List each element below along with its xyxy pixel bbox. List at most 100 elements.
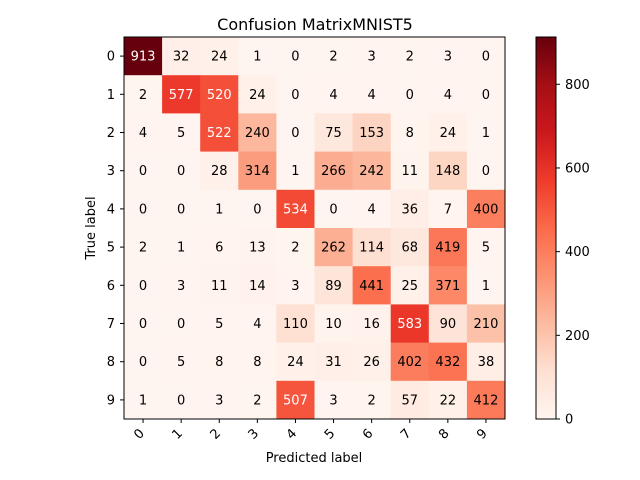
- colorbar: [535, 36, 557, 420]
- heatmap-cell: [124, 380, 163, 420]
- x-tick-label: 7: [398, 426, 414, 442]
- heatmap-cell-label: 371: [435, 279, 460, 294]
- heatmap-cell: [276, 151, 315, 191]
- heatmap-cell: [390, 37, 430, 76]
- heatmap-cell: [390, 304, 430, 344]
- heatmap-cell-label: 114: [359, 241, 384, 256]
- heatmap-cell: [124, 113, 163, 153]
- heatmap-cell: [428, 342, 468, 382]
- heatmap-cell: [428, 266, 468, 305]
- heatmap-cell-label: 2: [139, 88, 147, 103]
- heatmap-cell: [276, 113, 315, 153]
- heatmap-cell: [238, 75, 277, 114]
- heatmap-cell-label: 1: [482, 126, 490, 141]
- heatmap-cell-label: 210: [474, 317, 499, 332]
- heatmap-cell: [466, 37, 506, 76]
- heatmap-cell: [200, 266, 239, 305]
- heatmap-cell-label: 38: [478, 355, 495, 370]
- heatmap-cell-label: 402: [397, 355, 422, 370]
- heatmap-cell: [314, 113, 354, 153]
- y-axis-label: True label: [84, 196, 99, 260]
- heatmap-cell-label: 0: [406, 88, 414, 103]
- heatmap-cell-label: 4: [368, 88, 376, 103]
- heatmap-cell: [276, 266, 315, 305]
- heatmap-cell: [466, 380, 506, 420]
- heatmap-cell-label: 1: [253, 50, 261, 65]
- heatmap-cell-label: 89: [325, 279, 342, 294]
- heatmap-cell: [352, 151, 392, 191]
- heatmap-cell: [162, 228, 201, 267]
- heatmap-cell-label: 1: [177, 241, 185, 256]
- y-tick-label: 2: [107, 126, 115, 141]
- heatmap-cell: [466, 113, 506, 153]
- heatmap-cell: [162, 113, 201, 153]
- heatmap-cell-label: 1: [482, 279, 490, 294]
- y-tick-label: 8: [107, 355, 115, 370]
- heatmap-cell: [124, 189, 163, 229]
- heatmap-cell-label: 262: [321, 241, 346, 256]
- heatmap-cell-label: 110: [283, 317, 308, 332]
- heatmap-cell: [466, 304, 506, 344]
- heatmap-cell-label: 522: [207, 126, 232, 141]
- heatmap-cell-label: 2: [253, 393, 261, 408]
- heatmap-cell-label: 24: [249, 88, 266, 103]
- heatmap-cell: [428, 228, 468, 267]
- heatmap-cell-label: 1: [215, 202, 223, 217]
- heatmap-cell: [352, 342, 392, 382]
- heatmap-cell: [352, 113, 392, 153]
- heatmap-cell-label: 26: [363, 355, 380, 370]
- heatmap-cell-label: 432: [435, 355, 460, 370]
- heatmap-cell: [162, 266, 201, 305]
- heatmap-cell-label: 0: [139, 202, 147, 217]
- x-axis-label: Predicted label: [266, 451, 363, 466]
- heatmap-cell: [162, 380, 201, 420]
- heatmap-cell-label: 0: [177, 164, 185, 179]
- heatmap-cell-label: 7: [444, 202, 452, 217]
- heatmap-cell-label: 1: [139, 393, 147, 408]
- heatmap-cell-label: 5: [177, 355, 185, 370]
- heatmap-cell-label: 412: [474, 393, 499, 408]
- heatmap-cell: [314, 37, 354, 76]
- heatmap-cell: [238, 304, 277, 344]
- x-tick-label: 4: [284, 426, 300, 442]
- heatmap-cell: [238, 228, 277, 267]
- heatmap-cell: [238, 266, 277, 305]
- heatmap-cell-label: 3: [291, 279, 299, 294]
- heatmap-cell-label: 0: [177, 393, 185, 408]
- heatmap-cell-label: 4: [368, 202, 376, 217]
- heatmap-cell-label: 0: [139, 355, 147, 370]
- heatmap-cell-label: 314: [245, 164, 270, 179]
- heatmap-cell-label: 0: [139, 164, 147, 179]
- heatmap-cell: [428, 304, 468, 344]
- heatmap-cell: [276, 380, 315, 420]
- heatmap-cell-label: 2: [406, 50, 414, 65]
- heatmap-cell-label: 24: [211, 50, 228, 65]
- heatmap-cell-label: 242: [359, 164, 384, 179]
- heatmap-cell: [162, 342, 201, 382]
- x-tick-label: 1: [169, 426, 185, 442]
- heatmap-cell: [390, 266, 430, 305]
- heatmap-cell-label: 0: [482, 164, 490, 179]
- heatmap-cell: [238, 37, 277, 76]
- y-tick-label: 6: [107, 279, 115, 294]
- heatmap-cell-label: 57: [401, 393, 418, 408]
- chart-title: Confusion MatrixMNIST5: [217, 15, 413, 34]
- heatmap-cell: [314, 75, 354, 114]
- y-tick-label: 3: [107, 164, 115, 179]
- heatmap-cell: [162, 304, 201, 344]
- heatmap-cell: [390, 151, 430, 191]
- heatmap-cell-label: 0: [177, 317, 185, 332]
- heatmap-cell: [124, 228, 163, 267]
- y-tick-label: 1: [107, 88, 115, 103]
- heatmap-cell: [390, 189, 430, 229]
- heatmap-cell-label: 4: [444, 88, 452, 103]
- heatmap-cell-label: 22: [440, 393, 457, 408]
- x-tick-label: 6: [360, 426, 376, 442]
- heatmap-cell: [124, 151, 163, 191]
- colorbar-tick-label: 400: [565, 245, 590, 260]
- heatmap-cell: [200, 304, 239, 344]
- heatmap-cell-label: 419: [435, 241, 460, 256]
- heatmap-cell: [162, 151, 201, 191]
- heatmap-cell-label: 2: [329, 50, 337, 65]
